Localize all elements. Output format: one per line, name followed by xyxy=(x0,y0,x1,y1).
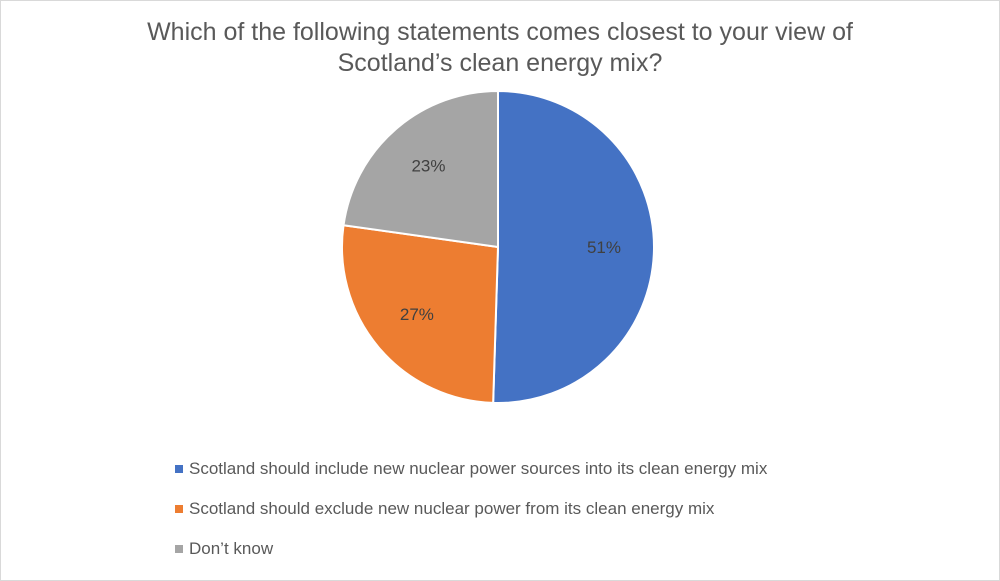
legend-label-exclude: Scotland should exclude new nuclear powe… xyxy=(189,499,715,518)
legend-swatch-exclude xyxy=(175,505,183,513)
data-label-include: 51% xyxy=(587,238,621,257)
pie-slice-dont-know xyxy=(342,89,499,249)
chart-legend: Scotland should include new nuclear powe… xyxy=(175,459,767,579)
legend-label-include: Scotland should include new nuclear powe… xyxy=(189,459,768,478)
legend-label-dont-know: Don’t know xyxy=(189,539,274,558)
legend-item-dont-know: Don’t know xyxy=(175,539,767,559)
legend-item-exclude: Scotland should exclude new nuclear powe… xyxy=(175,499,767,519)
legend-item-include: Scotland should include new nuclear powe… xyxy=(175,459,767,479)
data-label-exclude: 27% xyxy=(400,305,434,324)
chart-title: Which of the following statements comes … xyxy=(1,17,999,79)
pie-slice-include xyxy=(492,89,655,404)
legend-swatch-dont-know xyxy=(175,545,183,553)
legend-swatch-include xyxy=(175,465,183,473)
pie-slice-exclude xyxy=(341,224,500,404)
data-label-dont-know: 23% xyxy=(411,156,445,175)
chart-title-line-2: Scotland’s clean energy mix? xyxy=(337,49,663,77)
chart-title-line-1: Which of the following statements comes … xyxy=(147,18,853,46)
